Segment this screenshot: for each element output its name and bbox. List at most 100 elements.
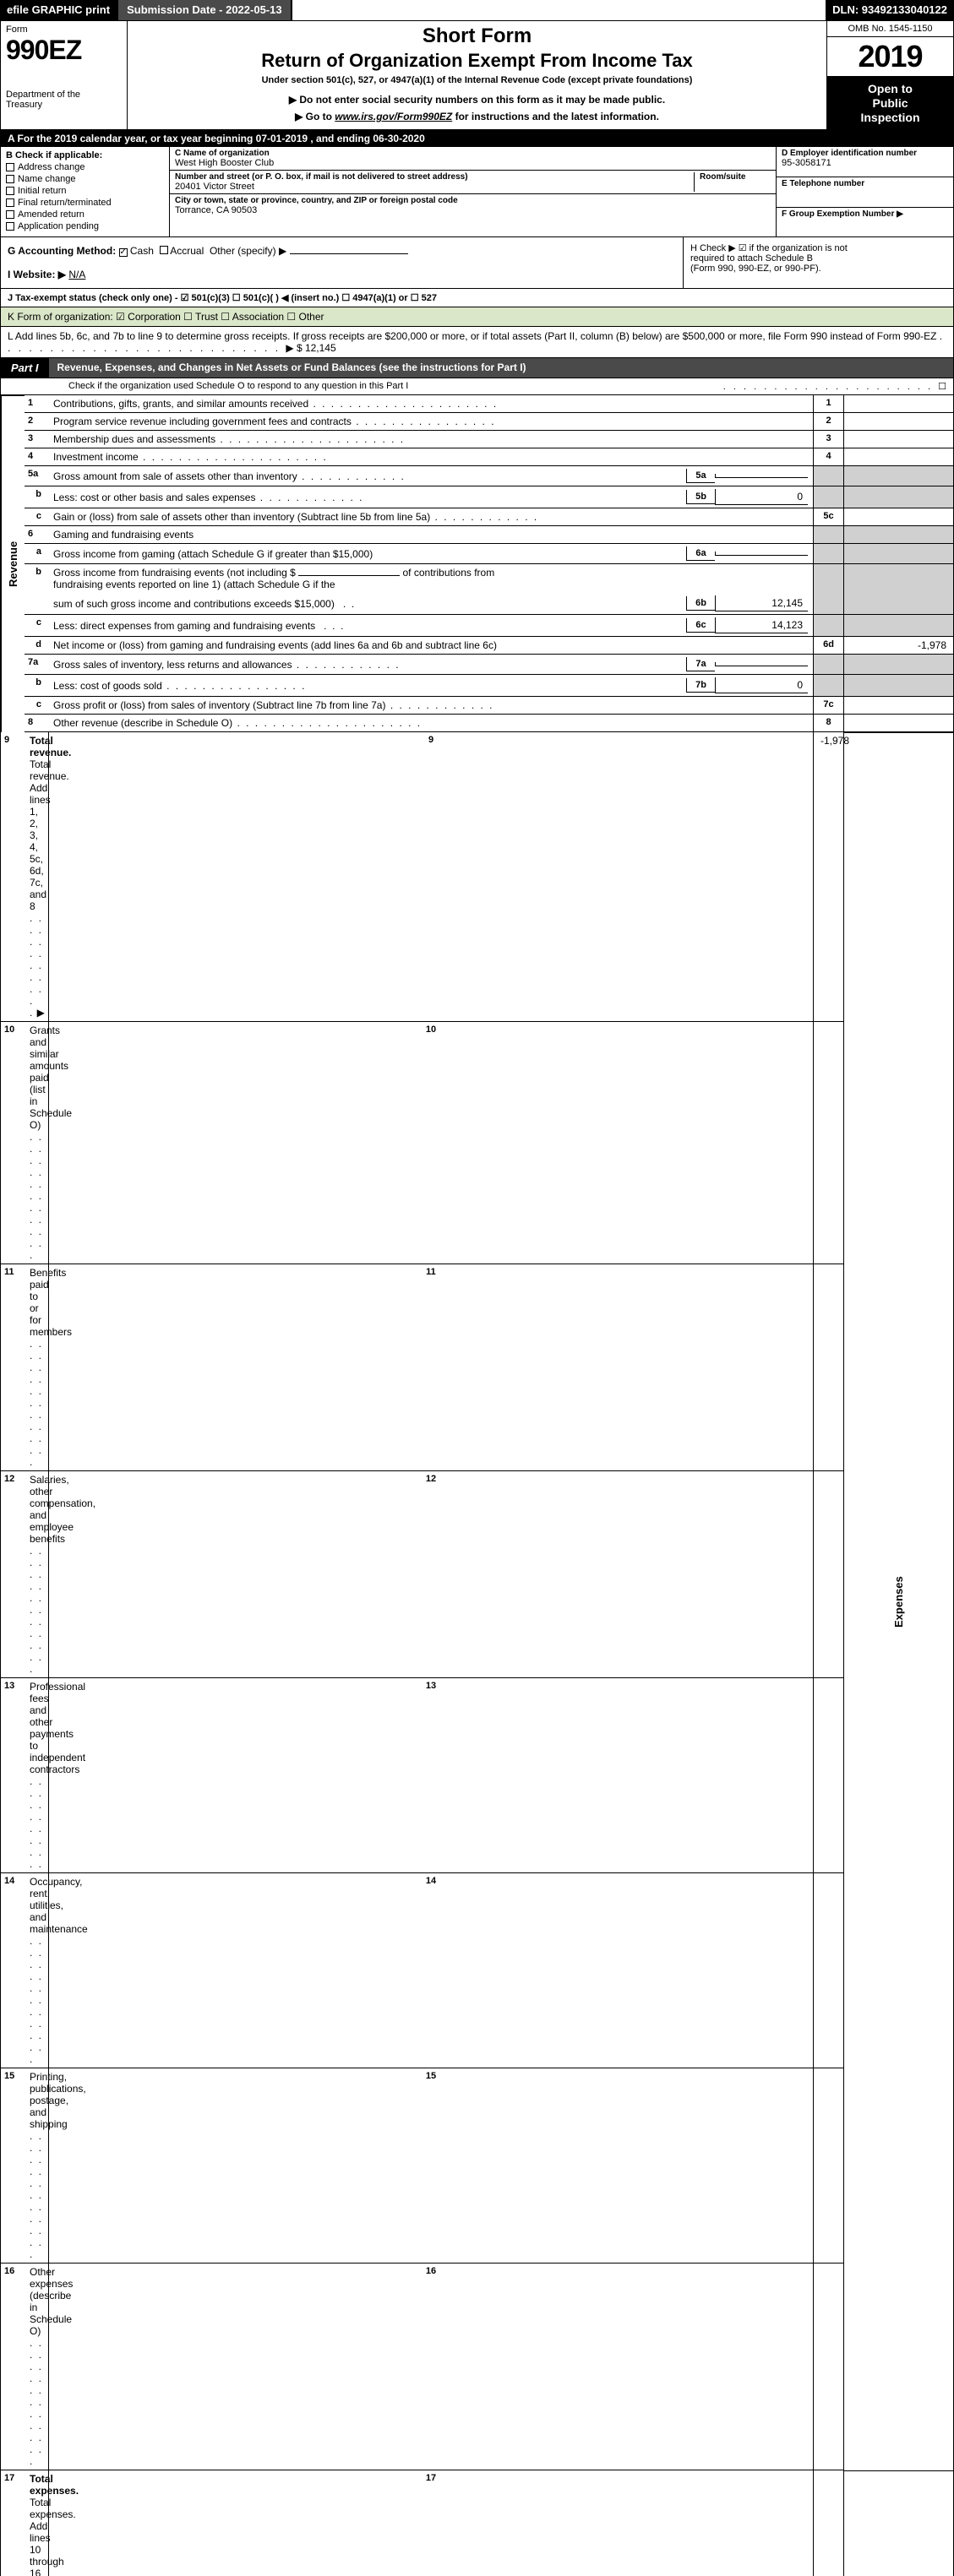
g-label: G Accounting Method: [8,245,116,257]
lbl-address-change: Address change [18,162,85,172]
ln7b-val [843,675,953,697]
instructions-link: ▶ Go to www.irs.gov/Form990EZ for instru… [134,111,820,122]
short-form-label: Short Form [134,24,820,48]
form-word: Form [6,24,122,35]
form-subtitle: Under section 501(c), 527, or 4947(a)(1)… [134,75,820,85]
link-pre: ▶ Go to [295,111,335,122]
street-address: 20401 Victor Street [175,182,689,192]
checkbox-amended-return[interactable] [6,210,14,219]
city-state-zip: Torrance, CA 90503 [175,205,771,215]
ln6b-box-top [813,564,843,593]
ln4-num: 4 [25,448,48,466]
b-label: B Check if applicable: [6,150,164,160]
top-bar: efile GRAPHIC print Submission Date - 20… [0,0,954,20]
ln11-val [813,1264,843,1471]
other-specify-input[interactable] [290,253,408,254]
h-line3: (Form 990, 990-EZ, or 990-PF). [690,264,946,274]
ln7b-desc: Less: cost of goods sold 7b 0 [48,675,813,697]
checkbox-address-change[interactable] [6,163,14,171]
ln5b-val [843,486,953,508]
ln2-val [843,413,953,431]
ln8-box: 8 [813,715,843,732]
ln6d-desc: Net income or (loss) from gaming and fun… [48,637,813,655]
info-grid: B Check if applicable: Address change Na… [0,147,954,237]
ln6b-box [813,593,843,615]
ln14-box: 14 [48,1873,813,2068]
ln5b-inner-num: 5b [686,490,715,504]
dept-line2: Treasury [6,100,122,110]
ssn-warning: ▶ Do not enter social security numbers o… [134,94,820,106]
header-right: OMB No. 1545-1150 2019 Open to Public In… [826,21,953,129]
ln5a-inner-val [715,474,808,478]
checkbox-name-change[interactable] [6,175,14,183]
ein: 95-3058171 [782,158,948,168]
checkbox-cash[interactable] [119,248,128,257]
lbl-cash: Cash [130,245,154,257]
ln9-val: -1,978 [813,732,843,1022]
ln3-box: 3 [813,431,843,448]
link-url[interactable]: www.irs.gov/Form990EZ [335,111,452,122]
ln7c-num: c [25,697,48,715]
ln5c-num: c [25,508,48,526]
section-b: B Check if applicable: Address change Na… [1,147,170,236]
ln17-desc: Total expenses. Total expenses. Add line… [25,2470,48,2576]
ln6c-box [813,615,843,637]
ln5a-num: 5a [25,466,48,486]
checkbox-final-return[interactable] [6,198,14,207]
ln17-box: 17 [48,2470,813,2576]
ln15-box: 15 [48,2068,813,2264]
part1-tab: Part I [1,358,49,378]
ln6-desc: Gaming and fundraising events [48,526,813,544]
ln5b-inner-val: 0 [715,489,808,505]
ln14-val [813,1873,843,2068]
dept-line1: Department of the [6,90,122,100]
ln7a-val [843,655,953,675]
ln13-val [813,1678,843,1873]
ln6c-inner-num: 6c [686,618,715,633]
ln7c-box: 7c [813,697,843,715]
e-label: E Telephone number [782,179,948,188]
section-def: D Employer identification number 95-3058… [776,147,953,236]
checkbox-application-pending[interactable] [6,222,14,231]
open1: Open to [831,82,950,96]
ln13-box: 13 [48,1678,813,1873]
ln10-val [813,1022,843,1264]
side-revenue: Revenue [1,395,25,732]
ln11-desc: Benefits paid to or for members [25,1264,48,1471]
ln6c-desc: Less: direct expenses from gaming and fu… [48,615,813,637]
ln6-box [813,526,843,544]
ln7c-val [843,697,953,715]
ln14-desc: Occupancy, rent, utilities, and maintena… [25,1873,48,2068]
ln5a-val [843,466,953,486]
lbl-final-return: Final return/terminated [18,198,112,208]
ln6d-box: 6d [813,637,843,655]
ln5a-desc: Gross amount from sale of assets other t… [48,466,813,486]
ln10-box: 10 [48,1022,813,1264]
checkbox-accrual[interactable] [160,246,168,254]
ln2-num: 2 [25,413,48,431]
h-line2: required to attach Schedule B [690,253,946,264]
ln6a-inner-val [715,552,808,556]
ln7a-inner-val [715,662,808,666]
ln4-desc: Investment income [48,448,813,466]
form-number: 990EZ [6,35,122,66]
d-label: D Employer identification number [782,149,948,158]
ln6-val [843,526,953,544]
section-c: C Name of organization West High Booster… [170,147,776,236]
ln12-val [813,1471,843,1678]
ln7b-inner-num: 7b [686,678,715,693]
ln6c-val [843,615,953,637]
ln16-desc: Other expenses (describe in Schedule O) [25,2264,48,2470]
org-name: West High Booster Club [175,158,771,168]
ln5b-desc: Less: cost or other basis and sales expe… [48,486,813,508]
ln4-val [843,448,953,466]
ln2-desc: Program service revenue including govern… [48,413,813,431]
ln11-box: 11 [48,1264,813,1471]
ln6a-inner-num: 6a [686,546,715,561]
part1-sub-checkbox[interactable]: ☐ [938,382,946,392]
ln6b-inner-val: 12,145 [715,595,808,611]
checkbox-initial-return[interactable] [6,187,14,195]
ln6d-val: -1,978 [843,637,953,655]
ln15-desc: Printing, publications, postage, and shi… [25,2068,48,2264]
ln10-num: 10 [1,1022,25,1264]
